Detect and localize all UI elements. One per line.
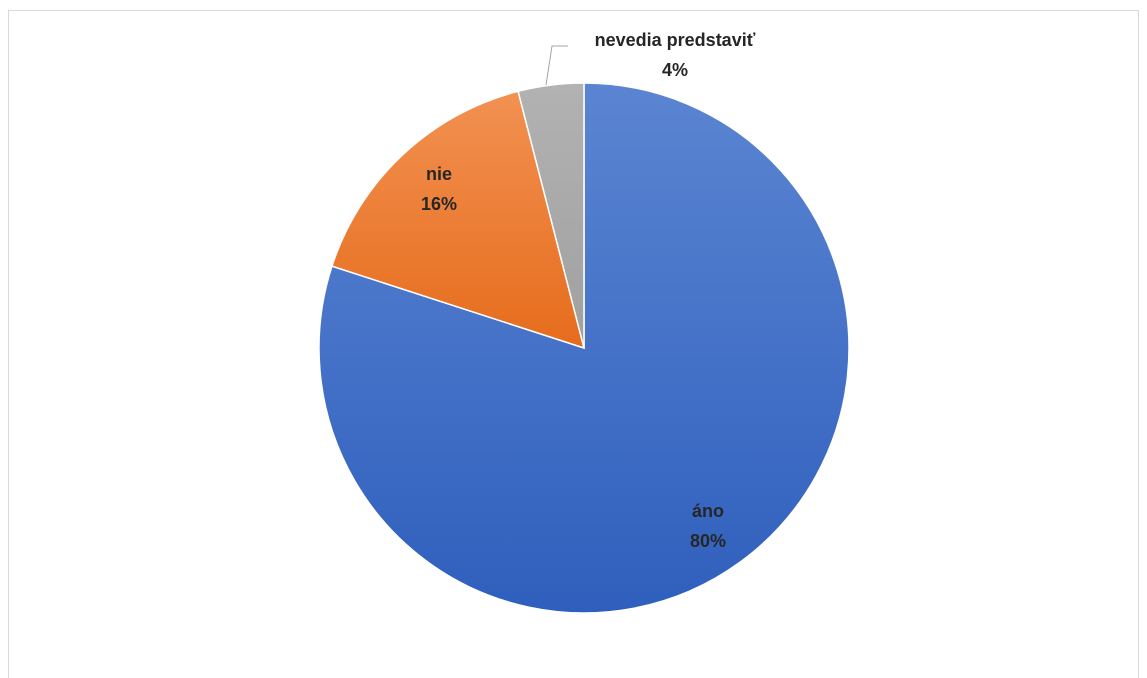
pie-slice-1: [331, 90, 586, 350]
pie-slice-2: [517, 82, 585, 349]
slice-value-label-1: 16%: [421, 194, 457, 214]
pie-labels: áno 80% nie 16% nevedia predstaviť 4%: [421, 30, 756, 551]
pie-slices: [318, 82, 850, 614]
slice-value-label-2: 4%: [662, 60, 688, 80]
slice-category-label-0: áno: [692, 501, 724, 521]
slice-category-label-2: nevedia predstaviť: [595, 30, 756, 50]
slice-value-label-0: 80%: [690, 531, 726, 551]
slice-category-label-1: nie: [426, 164, 452, 184]
leader-line-2: [545, 45, 568, 86]
